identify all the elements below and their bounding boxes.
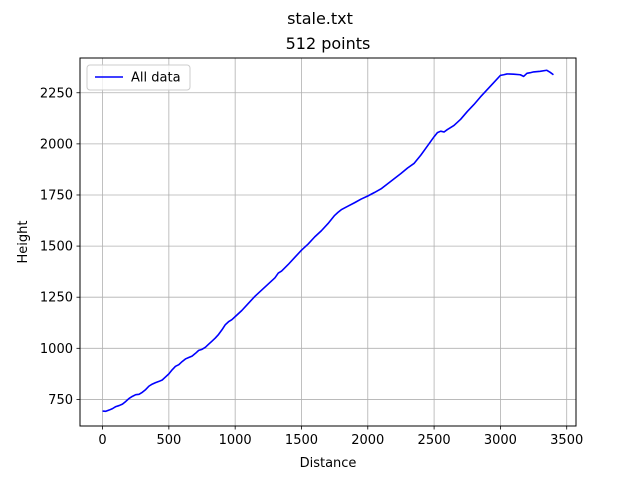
x-tick-label-2500: 2500 (418, 433, 451, 448)
x-axis-label: Distance (300, 456, 357, 471)
x-tick-label-3000: 3000 (484, 433, 517, 448)
y-tick-label-1000: 1000 (40, 342, 73, 357)
x-tick-label-1000: 1000 (219, 433, 252, 448)
x-tick-label-500: 500 (156, 433, 181, 448)
x-tick-label-3500: 3500 (550, 433, 583, 448)
y-axis-ticks: 750 1000 1250 1500 1750 2000 2250 (40, 86, 80, 408)
x-axis-ticks: 0 500 1000 1500 2000 2500 3000 3500 (98, 426, 583, 448)
legend-box (86, 64, 191, 91)
y-tick-label-750: 750 (48, 393, 73, 408)
y-axis-label: Height (16, 221, 31, 264)
chart-suptitle: stale.txt (287, 9, 353, 28)
x-tick-label-0: 0 (98, 433, 106, 448)
x-tick-label-2000: 2000 (351, 433, 384, 448)
y-tick-label-1500: 1500 (40, 240, 73, 255)
grid-lines (80, 58, 576, 426)
legend: All data (86, 64, 191, 91)
series-line-0 (102, 69, 554, 413)
y-tick-label-2250: 2250 (40, 86, 73, 101)
series-layer (102, 69, 554, 413)
chart-title: 512 points (286, 34, 371, 53)
y-tick-label-2000: 2000 (40, 137, 73, 152)
plot-frame (79, 57, 577, 427)
legend-label-all-data: All data (131, 71, 181, 86)
y-tick-label-1750: 1750 (40, 188, 73, 203)
x-tick-label-1500: 1500 (285, 433, 318, 448)
y-tick-label-1250: 1250 (40, 291, 73, 306)
